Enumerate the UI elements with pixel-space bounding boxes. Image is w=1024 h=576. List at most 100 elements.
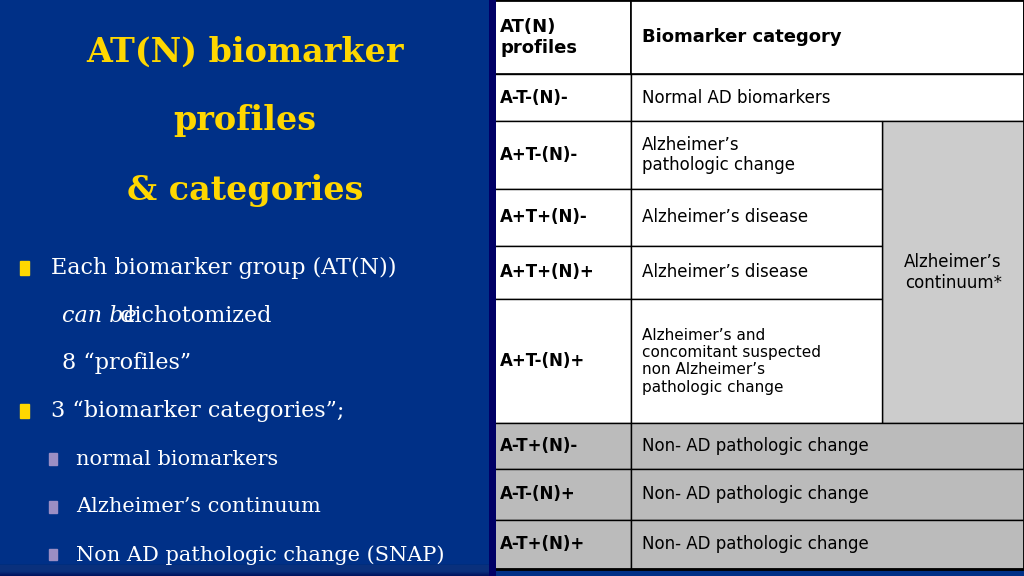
- Bar: [0, 566, 489, 571]
- Bar: [0, 570, 489, 575]
- Text: profiles: profiles: [173, 104, 316, 138]
- Bar: [0, 566, 489, 572]
- Bar: [0, 569, 489, 574]
- Text: A-T+(N)-: A-T+(N)-: [500, 437, 579, 456]
- Bar: [0, 566, 489, 572]
- Bar: [489, 246, 631, 299]
- Text: can be: can be: [62, 305, 137, 327]
- Text: A+T+(N)+: A+T+(N)+: [500, 263, 595, 282]
- Bar: [0, 567, 489, 573]
- Bar: [0, 568, 489, 574]
- Text: & categories: & categories: [127, 173, 362, 207]
- Bar: [19, 404, 30, 418]
- Bar: [631, 246, 883, 299]
- Bar: [631, 469, 1024, 520]
- Bar: [0, 568, 489, 574]
- Bar: [0, 564, 489, 570]
- Bar: [0, 565, 489, 571]
- Bar: [0, 570, 489, 576]
- Bar: [0, 569, 489, 575]
- Text: A-T-(N)-: A-T-(N)-: [500, 89, 569, 107]
- Bar: [0, 569, 489, 575]
- Text: AT(N)
profiles: AT(N) profiles: [500, 18, 578, 56]
- Bar: [0, 566, 489, 571]
- Bar: [0, 570, 489, 576]
- Bar: [0, 567, 489, 573]
- Bar: [0, 564, 489, 570]
- Bar: [0, 570, 489, 575]
- Bar: [0, 567, 489, 573]
- Bar: [49, 501, 57, 513]
- Bar: [0, 566, 489, 572]
- Bar: [0, 565, 489, 571]
- Bar: [0, 564, 489, 570]
- Bar: [0, 568, 489, 574]
- Bar: [0, 568, 489, 574]
- Bar: [0, 570, 489, 575]
- Bar: [0, 567, 489, 573]
- Bar: [0, 569, 489, 575]
- Text: A+T-(N)+: A+T-(N)+: [500, 352, 586, 370]
- Bar: [0, 569, 489, 574]
- Bar: [0, 569, 489, 575]
- Bar: [0, 567, 489, 573]
- Bar: [0, 565, 489, 571]
- Bar: [0, 566, 489, 571]
- Bar: [0, 565, 489, 571]
- Bar: [0, 567, 489, 573]
- Bar: [0, 567, 489, 573]
- Text: Biomarker category: Biomarker category: [642, 28, 842, 46]
- Bar: [631, 74, 1024, 121]
- Bar: [0, 566, 489, 572]
- Bar: [0, 568, 489, 574]
- Bar: [489, 299, 631, 423]
- Text: Alzheimer’s
pathologic change: Alzheimer’s pathologic change: [642, 135, 795, 175]
- Bar: [0, 566, 489, 571]
- Text: Non- AD pathologic change: Non- AD pathologic change: [642, 486, 868, 503]
- Text: A-T-(N)+: A-T-(N)+: [500, 486, 575, 503]
- Bar: [0, 570, 489, 575]
- Bar: [489, 520, 631, 569]
- Bar: [883, 121, 1024, 423]
- Bar: [0, 567, 489, 573]
- Bar: [0, 570, 489, 576]
- Bar: [489, 74, 631, 121]
- Bar: [0, 566, 489, 572]
- Bar: [49, 453, 57, 465]
- Bar: [0, 569, 489, 574]
- Bar: [489, 121, 631, 189]
- Bar: [0, 569, 489, 574]
- Bar: [0, 569, 489, 574]
- Text: 3 “biomarker categories”;: 3 “biomarker categories”;: [51, 400, 345, 422]
- Bar: [631, 520, 1024, 569]
- Text: Alzheimer’s disease: Alzheimer’s disease: [642, 209, 808, 226]
- Bar: [0, 570, 489, 575]
- Bar: [0, 566, 489, 571]
- Text: Non AD pathologic change (SNAP): Non AD pathologic change (SNAP): [76, 545, 444, 564]
- Bar: [0, 566, 489, 571]
- Bar: [0, 567, 489, 573]
- Bar: [0, 570, 489, 576]
- Text: Non- AD pathologic change: Non- AD pathologic change: [642, 535, 868, 554]
- Bar: [0, 567, 489, 573]
- Text: Each biomarker group (AT(N)): Each biomarker group (AT(N)): [51, 257, 397, 279]
- Bar: [0, 567, 489, 573]
- Text: Alzheimer’s disease: Alzheimer’s disease: [642, 263, 808, 282]
- Bar: [0, 569, 489, 575]
- Bar: [0, 566, 489, 571]
- Bar: [0, 567, 489, 573]
- Bar: [0, 570, 489, 575]
- Text: AT(N) biomarker: AT(N) biomarker: [86, 35, 403, 69]
- Text: dichotomized: dichotomized: [113, 305, 271, 327]
- Bar: [0, 568, 489, 574]
- Bar: [0, 566, 489, 571]
- Bar: [0, 569, 489, 575]
- Bar: [631, 189, 883, 246]
- Bar: [49, 549, 57, 560]
- Bar: [489, 0, 631, 74]
- Bar: [0, 569, 489, 575]
- Bar: [0, 570, 489, 576]
- Bar: [0, 568, 489, 574]
- Bar: [0, 566, 489, 572]
- Bar: [0, 567, 489, 573]
